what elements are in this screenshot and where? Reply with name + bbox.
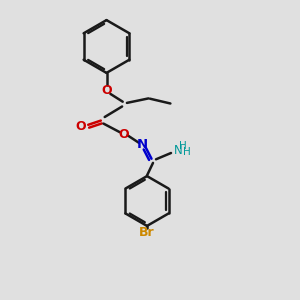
Text: N: N [173, 143, 182, 157]
Text: O: O [118, 128, 129, 141]
Text: Br: Br [139, 226, 155, 239]
Text: O: O [75, 120, 86, 133]
Text: H: H [183, 147, 191, 158]
Text: H: H [179, 141, 187, 151]
Text: O: O [101, 83, 112, 97]
Text: N: N [137, 138, 148, 151]
